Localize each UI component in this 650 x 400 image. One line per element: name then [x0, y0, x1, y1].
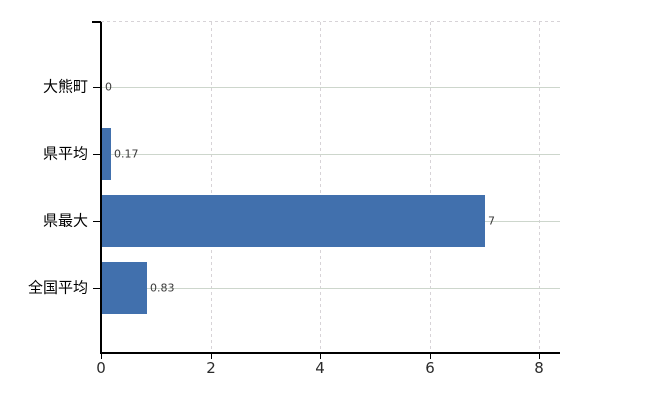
bar	[102, 195, 485, 247]
x-tick-label: 6	[425, 359, 435, 377]
category-label: 大熊町	[42, 77, 88, 96]
category-tick	[93, 288, 100, 289]
x-tick-label: 2	[206, 359, 216, 377]
x-axis-tick	[430, 352, 431, 359]
x-tick-label: 8	[534, 359, 544, 377]
category-label: 県平均	[42, 144, 88, 163]
category-label: 県最大	[42, 211, 88, 230]
horizontal-gridline	[101, 154, 560, 155]
bar-value-label: 0	[105, 80, 112, 94]
x-axis-line	[100, 352, 560, 354]
category-label: 全国平均	[27, 278, 88, 297]
plot-top-border	[101, 21, 560, 22]
category-tick	[93, 221, 100, 222]
y-axis-top-tick	[92, 21, 101, 23]
horizontal-gridline	[101, 288, 560, 289]
x-axis-tick	[211, 352, 212, 359]
category-tick	[93, 154, 100, 155]
x-axis-tick	[101, 352, 102, 359]
vertical-gridline	[539, 22, 540, 352]
x-axis-tick	[320, 352, 321, 359]
x-tick-label: 0	[96, 359, 106, 377]
bar-value-label: 7	[488, 214, 495, 228]
y-axis-line	[100, 22, 102, 354]
vertical-gridline	[430, 22, 431, 352]
bar	[102, 262, 147, 314]
vertical-gridline	[211, 22, 212, 352]
x-tick-label: 4	[315, 359, 325, 377]
vertical-gridline	[320, 22, 321, 352]
bar	[102, 128, 111, 180]
bar-value-label: 0.17	[114, 147, 139, 161]
bar-value-label: 0.83	[150, 281, 175, 295]
horizontal-gridline	[101, 87, 560, 88]
x-axis-tick	[539, 352, 540, 359]
category-tick	[93, 87, 100, 88]
